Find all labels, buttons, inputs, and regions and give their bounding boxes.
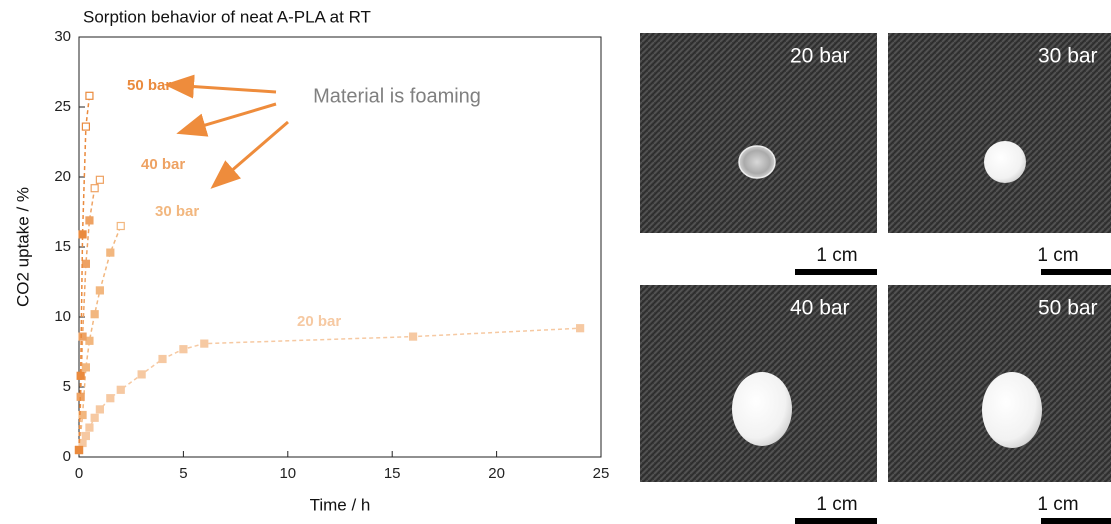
chart-title: Sorption behavior of neat A-PLA at RT [83, 7, 371, 26]
data-point [86, 337, 93, 344]
data-point [79, 333, 86, 340]
figure: Sorption behavior of neat A-PLA at RT Ti… [0, 0, 1111, 524]
data-point [159, 356, 166, 363]
x-axis-label: Time / h [310, 495, 371, 514]
data-point [201, 340, 208, 347]
data-point [180, 346, 187, 353]
y-tick-label: 20 [54, 168, 71, 185]
data-point [91, 185, 98, 192]
x-tick-label: 5 [179, 465, 187, 482]
scale-label: 1 cm [1037, 245, 1078, 266]
series-label: 50 bar [127, 77, 171, 94]
data-point [86, 92, 93, 99]
data-point [82, 260, 89, 267]
scale-label: 1 cm [1037, 494, 1078, 515]
x-tick-label: 25 [593, 465, 610, 482]
series-label: 40 bar [141, 156, 185, 173]
data-point [577, 325, 584, 332]
data-point [82, 123, 89, 130]
x-tick-label: 0 [75, 465, 83, 482]
sample [984, 141, 1026, 183]
photo-label: 30 bar [1038, 45, 1098, 68]
annotation: Material is foaming [313, 85, 481, 107]
y-tick-label: 25 [54, 98, 71, 115]
y-tick-label: 5 [63, 378, 71, 395]
data-point [86, 424, 93, 431]
scale-label: 1 cm [816, 245, 857, 266]
annotation-arrows [170, 85, 288, 185]
photo-grid: 20 bar 1 cm 30 bar 1 cm 40 bar 1 cm 50 bar 1 cm [640, 33, 1111, 524]
y-tick-label: 15 [54, 238, 71, 255]
x-tick-label: 10 [279, 465, 296, 482]
sample [732, 372, 792, 446]
data-point [96, 406, 103, 413]
photo-label: 50 bar [1038, 297, 1098, 320]
scale-label: 1 cm [816, 494, 857, 515]
data-point [77, 372, 84, 379]
sample [982, 372, 1042, 448]
photo-label: 40 bar [790, 297, 850, 320]
y-tick-label: 10 [54, 308, 71, 325]
data-point [91, 311, 98, 318]
data-point [76, 447, 83, 454]
x-tick-label: 15 [384, 465, 401, 482]
data-point [79, 231, 86, 238]
y-tick-label: 0 [63, 448, 71, 465]
sample [739, 146, 775, 178]
y-axis-label: CO2 uptake / % [13, 187, 32, 307]
series-line [79, 328, 580, 450]
data-point [107, 249, 114, 256]
series-label: 20 bar [297, 313, 341, 330]
y-tick-label: 30 [54, 28, 71, 45]
data-point [117, 223, 124, 230]
x-tick-label: 20 [488, 465, 505, 482]
data-point [91, 414, 98, 421]
data-point [96, 287, 103, 294]
data-point [82, 433, 89, 440]
scale-bar [795, 518, 877, 524]
data-point [107, 395, 114, 402]
data-point [117, 386, 124, 393]
data-point [410, 333, 417, 340]
scale-bar [1041, 518, 1111, 524]
scale-bar [1041, 269, 1111, 275]
series-label: 30 bar [155, 203, 199, 220]
data-point [82, 364, 89, 371]
data-point [96, 176, 103, 183]
data-point [138, 371, 145, 378]
scale-bar [795, 269, 877, 275]
photo-label: 20 bar [790, 45, 850, 68]
data-point [86, 217, 93, 224]
